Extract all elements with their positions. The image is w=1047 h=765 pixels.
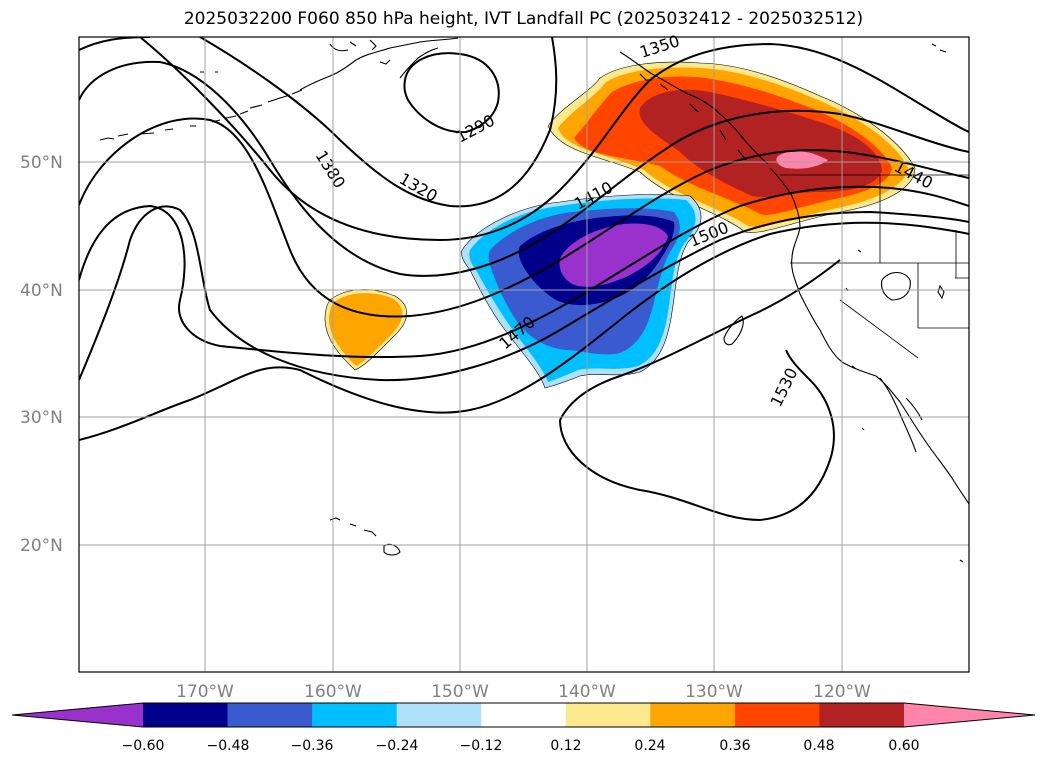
contour-1350: [139, 37, 969, 242]
lon-label-140w: 140°W: [558, 682, 616, 702]
contour-label-1350: 1350: [637, 31, 682, 62]
colorbar-segment: [143, 703, 229, 727]
great-salt-lake: [880, 271, 911, 301]
small-lake: [937, 284, 945, 300]
alaska-coast: [299, 37, 459, 91]
colorbar-segment: [650, 703, 736, 727]
lat-label-20: 20°N: [20, 536, 63, 556]
political-borders: [780, 174, 969, 359]
contour-1500: [79, 221, 969, 441]
colorbar-outline: [11, 702, 1036, 728]
gridlines: [79, 37, 969, 672]
colorbar-extend-high: [904, 703, 1035, 727]
colorbar-ticks: −0.60 −0.48 −0.36 −0.24 −0.12 0.12 0.24 …: [122, 738, 920, 754]
height-contours: [79, 37, 969, 522]
colorbar-segments: [12, 703, 1035, 727]
lon-label-170w: 170°W: [176, 682, 234, 702]
lon-label-160w: 160°W: [304, 682, 362, 702]
colorbar-tick-label: 0.12: [550, 738, 581, 754]
contour-1410: [79, 117, 969, 318]
lon-label-120w: 120°W: [813, 682, 871, 702]
colorbar-tick-label: 0.24: [634, 738, 665, 754]
ivt-shading: [324, 61, 916, 389]
colorbar: −0.60 −0.48 −0.36 −0.24 −0.12 0.12 0.24 …: [11, 702, 1036, 754]
contour-1530: [559, 259, 841, 522]
colorbar-tick-label: −0.60: [122, 738, 165, 754]
colorbar-tick-label: −0.24: [376, 738, 419, 754]
hawaiian-islands: [329, 517, 401, 556]
lat-label-40: 40°N: [20, 281, 63, 301]
colorbar-tick-label: −0.48: [207, 738, 250, 754]
map-frame: [78, 36, 970, 673]
small-positive-orange: [329, 293, 403, 366]
positive-anomaly-pink: [776, 151, 828, 169]
aleutian-islands: [99, 89, 303, 141]
colorbar-tick-label: −0.12: [460, 738, 503, 754]
colorbar-segment: [734, 703, 820, 727]
lat-label-50: 50°N: [20, 153, 63, 173]
figure-title: 2025032200 F060 850 hPa height, IVT Land…: [183, 9, 864, 29]
latitude-labels: 50°N 40°N 30°N 20°N: [20, 153, 63, 556]
colorbar-segment: [396, 703, 482, 727]
colorbar-tick-label: −0.36: [291, 738, 334, 754]
colorbar-segment: [227, 703, 313, 727]
colorbar-segment: [481, 703, 567, 727]
colorbar-extend-low: [12, 703, 143, 727]
alaska-panhandle: [619, 51, 769, 165]
contour-label-1380: 1380: [312, 147, 350, 192]
lat-label-30: 30°N: [20, 408, 63, 428]
contour-1380: [79, 60, 969, 277]
colorbar-tick-label: 0.60: [888, 738, 919, 754]
colorbar-tick-label: 0.48: [803, 738, 834, 754]
positive-anomaly-darkred: [639, 89, 882, 198]
contour-1290: [403, 52, 500, 134]
contour-label-1530: 1530: [767, 365, 802, 410]
colorbar-segment: [819, 703, 905, 727]
baja-california: [879, 377, 923, 453]
contour-1470: [79, 205, 969, 382]
lon-label-130w: 130°W: [685, 682, 743, 702]
colorbar-segment: [565, 703, 651, 727]
us-west-coast: [769, 167, 969, 505]
longitude-labels: 170°W 160°W 150°W 140°W 130°W 120°W: [176, 682, 871, 702]
colorbar-tick-label: 0.36: [719, 738, 750, 754]
contour-label-1320: 1320: [396, 169, 441, 206]
lon-label-150w: 150°W: [431, 682, 489, 702]
contour-1320: [199, 37, 558, 208]
colorbar-segment: [312, 703, 398, 727]
